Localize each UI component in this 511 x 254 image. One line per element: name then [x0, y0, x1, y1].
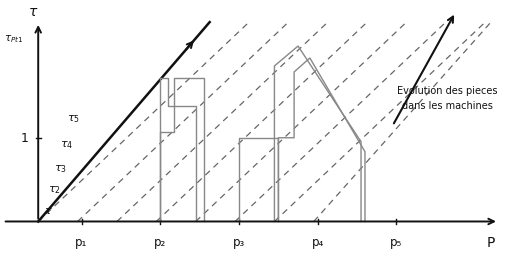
Text: p₁: p₁: [75, 235, 88, 248]
Text: 1: 1: [21, 132, 29, 145]
Text: $\tau_4$: $\tau_4$: [60, 138, 74, 150]
Text: $\tau_2$: $\tau_2$: [49, 184, 61, 196]
Text: $\tau$: $\tau$: [44, 205, 53, 215]
Text: p₄: p₄: [312, 235, 324, 248]
Text: Evolution des pieces
dans les machines: Evolution des pieces dans les machines: [398, 86, 498, 111]
Text: P: P: [487, 235, 495, 249]
Text: p₂: p₂: [154, 235, 167, 248]
Text: τ: τ: [29, 5, 37, 19]
Text: $\tau_{Pt1}$: $\tau_{Pt1}$: [5, 33, 24, 45]
Text: $\tau_5$: $\tau_5$: [67, 113, 80, 124]
Text: $\tau_3$: $\tau_3$: [54, 162, 67, 174]
Text: p₃: p₃: [233, 235, 245, 248]
Text: p₅: p₅: [390, 235, 403, 248]
